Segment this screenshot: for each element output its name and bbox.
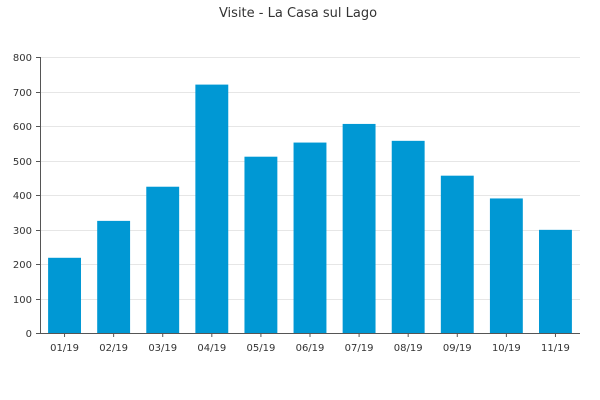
y-tick-label: 300 (13, 226, 32, 237)
bar-04-19[interactable] (195, 84, 229, 333)
bar-03-19[interactable] (146, 186, 180, 333)
x-tick-label: 08/19 (394, 343, 423, 354)
y-tick-label: 400 (13, 191, 32, 202)
y-tick-label: 700 (13, 88, 32, 99)
x-tick-label: 10/19 (492, 343, 521, 354)
x-tick-label: 04/19 (197, 343, 226, 354)
y-tick-label: 0 (26, 329, 32, 340)
bar-05-19[interactable] (244, 156, 278, 333)
bar-09-19[interactable] (440, 175, 474, 333)
bar-01-19[interactable] (48, 257, 81, 333)
x-tick-label: 07/19 (345, 343, 374, 354)
y-tick-label: 600 (13, 122, 32, 133)
y-axis-ticks: 0 100 200 300 400 500 600 700 800 (13, 53, 40, 340)
y-tick-label: 200 (13, 260, 32, 271)
x-tick-label: 02/19 (99, 343, 128, 354)
bar-11-19[interactable] (539, 229, 572, 333)
bar-06-19[interactable] (293, 142, 327, 333)
bar-08-19[interactable] (391, 140, 425, 333)
y-tick-label: 100 (13, 295, 32, 306)
x-tick-label: 01/19 (50, 343, 79, 354)
bars (48, 84, 572, 334)
bar-02-19[interactable] (97, 220, 131, 334)
x-tick-label: 09/19 (443, 343, 472, 354)
chart-title: Visite - La Casa sul Lago (219, 6, 377, 21)
x-tick-label: 03/19 (148, 343, 177, 354)
x-tick-label: 05/19 (246, 343, 275, 354)
y-tick-label: 800 (13, 53, 32, 64)
bar-07-19[interactable] (342, 123, 376, 334)
x-tick-label: 11/19 (541, 343, 570, 354)
y-tick-label: 500 (13, 157, 32, 168)
bar-10-19[interactable] (489, 198, 523, 333)
x-axis-ticks: 01/19 02/19 03/19 04/19 05/19 06/19 07/19 08/19… (50, 333, 570, 354)
x-tick-label: 06/19 (296, 343, 325, 354)
